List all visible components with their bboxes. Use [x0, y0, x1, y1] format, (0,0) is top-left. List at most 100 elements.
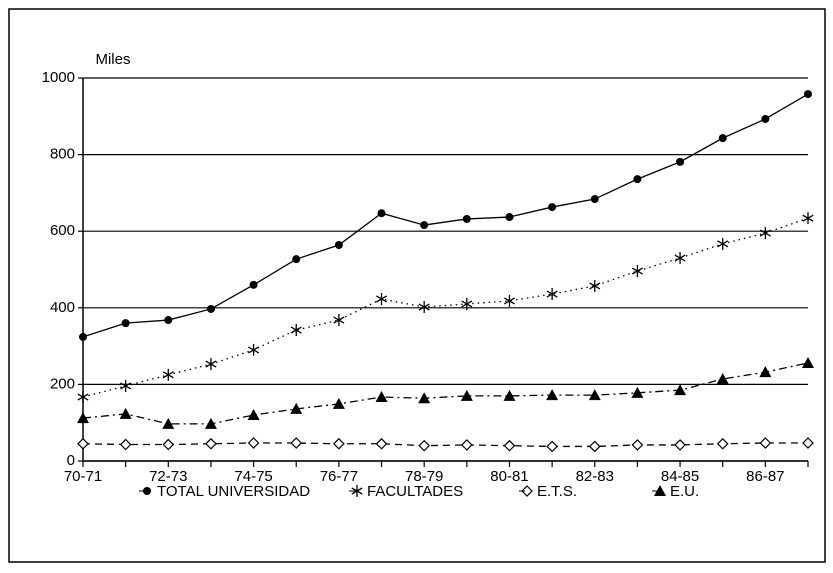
x-tick-label: 84-85: [661, 468, 699, 485]
marker: [631, 265, 643, 278]
marker: [588, 389, 601, 401]
marker: [460, 389, 473, 401]
marker: [351, 485, 363, 497]
series-line: [82, 93, 809, 338]
marker: [759, 227, 771, 240]
marker: [548, 203, 557, 212]
marker: [334, 240, 343, 249]
marker: [588, 440, 601, 453]
marker: [589, 279, 601, 292]
marker: [418, 301, 430, 314]
series-line: [82, 442, 808, 448]
marker: [633, 175, 642, 184]
marker: [164, 316, 173, 325]
legend-label: FACULTADES: [367, 483, 463, 500]
y-tick-label: 600: [50, 222, 75, 239]
x-tick-label: 86-87: [746, 468, 784, 485]
marker: [332, 397, 345, 409]
marker: [716, 437, 729, 450]
marker: [79, 332, 87, 341]
marker: [802, 356, 814, 368]
marker: [462, 214, 471, 223]
marker: [333, 314, 345, 327]
marker: [521, 485, 533, 497]
marker: [119, 407, 132, 419]
marker: [546, 288, 558, 301]
marker: [205, 437, 217, 450]
marker: [420, 221, 429, 230]
marker: [461, 297, 473, 310]
marker: [716, 373, 729, 385]
y-tick-label: 800: [50, 146, 75, 163]
marker: [631, 439, 644, 451]
x-tick-label: 72-73: [149, 468, 187, 485]
marker: [247, 437, 260, 449]
legend-label: E.U.: [670, 483, 699, 500]
series-line: [82, 362, 809, 425]
marker: [418, 439, 431, 452]
x-tick-label: 74-75: [234, 468, 272, 485]
series-line: [82, 217, 809, 398]
y-tick-label: 1000: [42, 69, 75, 86]
marker: [674, 252, 686, 265]
marker: [759, 366, 772, 378]
legend-label: TOTAL UNIVERSIDAD: [157, 483, 310, 500]
marker: [674, 439, 686, 451]
marker: [77, 412, 89, 424]
marker: [121, 319, 130, 328]
legend-label: E.T.S.: [537, 483, 577, 500]
marker: [460, 439, 473, 451]
marker: [546, 440, 558, 453]
y-tick-label: 200: [50, 375, 75, 392]
marker: [718, 134, 727, 143]
x-tick-label: 76-77: [320, 468, 358, 485]
x-tick-label: 70-71: [64, 468, 102, 485]
marker: [503, 389, 516, 401]
marker: [77, 391, 89, 404]
marker: [377, 209, 386, 218]
marker: [206, 304, 215, 313]
marker: [333, 437, 345, 450]
marker: [802, 437, 814, 449]
marker: [77, 437, 89, 450]
marker: [247, 409, 260, 421]
x-tick-label: 82-83: [576, 468, 614, 485]
marker: [248, 343, 260, 356]
marker: [290, 437, 303, 449]
marker: [162, 368, 174, 381]
marker: [376, 292, 388, 305]
marker: [590, 195, 599, 204]
frame: [8, 8, 826, 563]
marker: [654, 485, 666, 496]
marker: [292, 255, 301, 264]
marker: [162, 438, 175, 451]
marker: [290, 402, 303, 414]
marker: [375, 437, 388, 450]
marker: [375, 391, 388, 403]
marker: [143, 487, 151, 495]
marker: [674, 384, 687, 396]
marker: [290, 324, 302, 337]
marker: [418, 392, 431, 404]
marker: [119, 438, 132, 451]
marker: [505, 213, 514, 222]
marker: [503, 439, 516, 452]
marker: [120, 379, 132, 392]
marker: [761, 114, 770, 123]
marker: [162, 417, 175, 429]
marker: [204, 417, 217, 429]
x-tick-label: 80-81: [490, 468, 528, 485]
marker: [676, 157, 685, 166]
y-tick-label: 400: [50, 299, 75, 316]
marker: [205, 358, 217, 371]
marker: [249, 280, 258, 289]
marker: [802, 212, 814, 225]
marker: [503, 294, 515, 307]
marker: [546, 389, 559, 401]
y-tick-label: 0: [67, 452, 75, 469]
marker: [631, 386, 644, 398]
marker: [804, 90, 812, 99]
marker: [759, 437, 772, 449]
marker: [717, 237, 729, 250]
